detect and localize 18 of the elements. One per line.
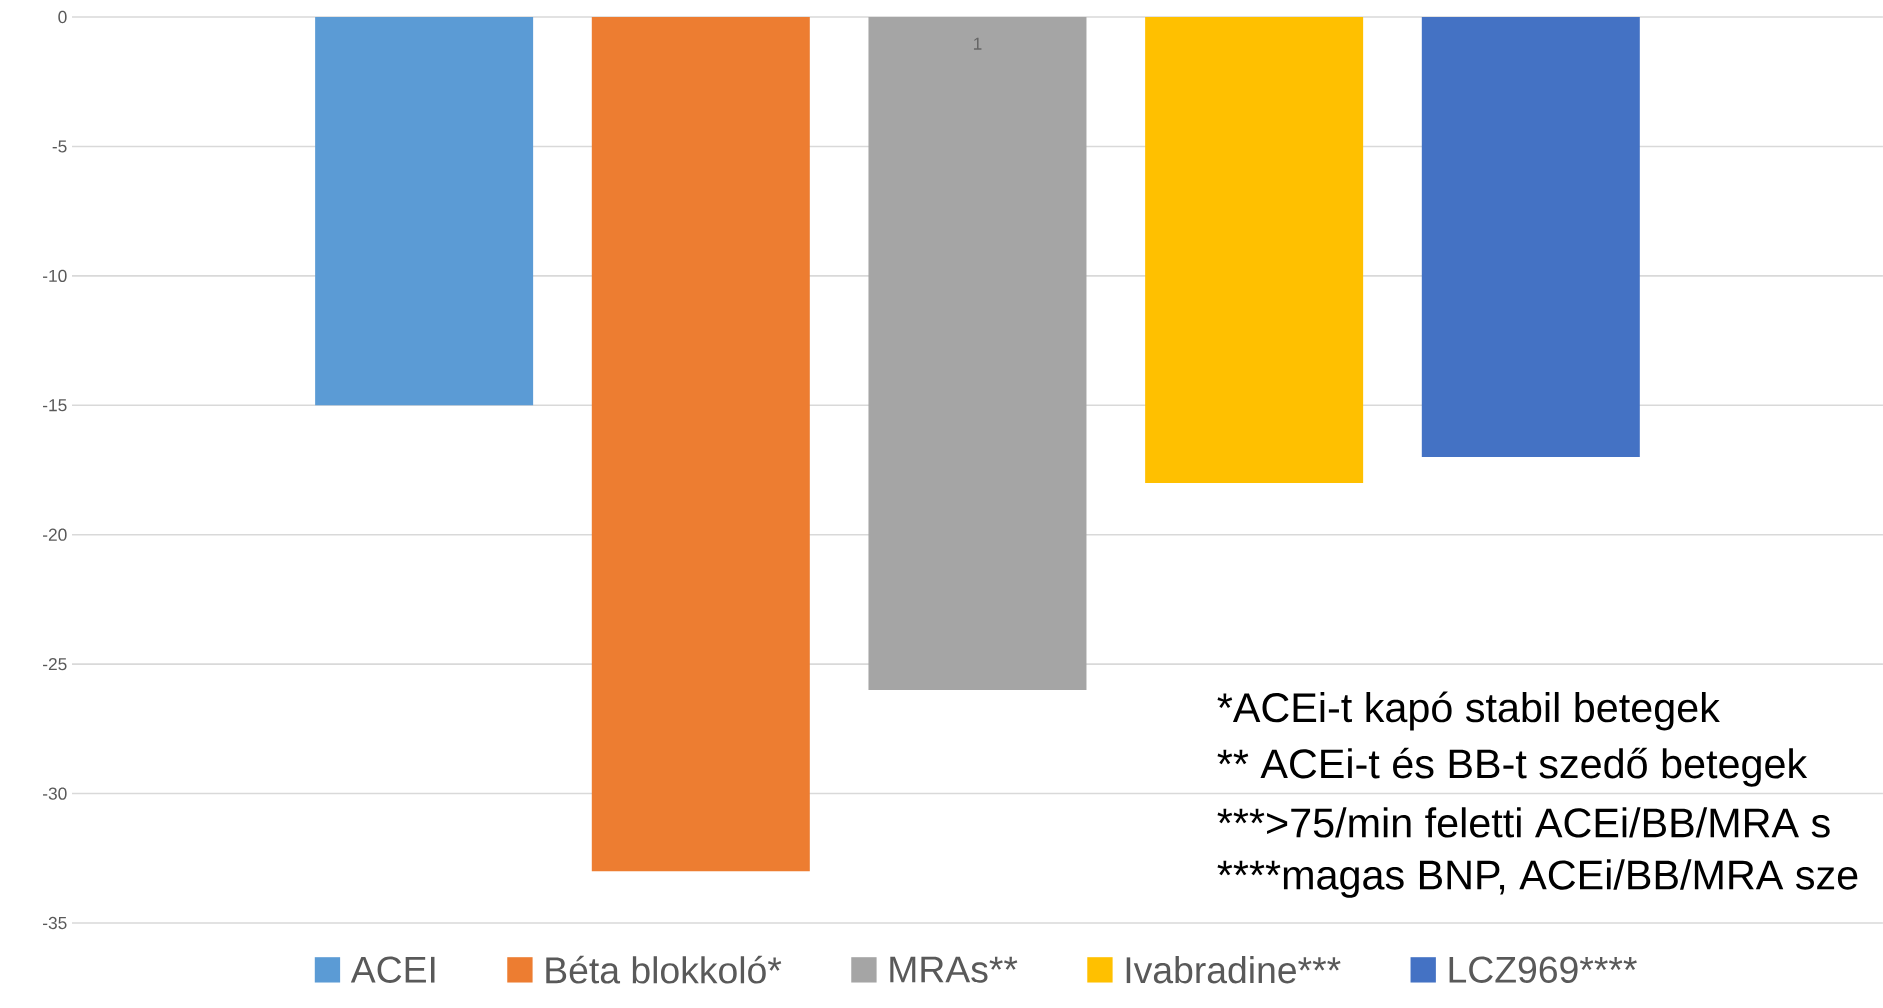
annotation: *ACEi-t kapó stabil betegek xyxy=(1217,691,1720,731)
y-tick-label: -25 xyxy=(43,658,67,671)
x-tick-label: 1 xyxy=(973,37,982,50)
legend-label: Ivabradine*** xyxy=(1126,956,1341,984)
annotation: ***>75/min feletti ACEi/BB/MRA s xyxy=(1217,807,1830,838)
y-tick-label: -5 xyxy=(52,140,67,153)
y-tick-label: -10 xyxy=(43,269,67,282)
legend-label: MRAs** xyxy=(890,956,1018,983)
annotation: ****magas BNP, ACEi/BB/MRA sze xyxy=(1217,859,1858,898)
legend-label: ACEI xyxy=(350,956,435,983)
y-tick-label: -30 xyxy=(43,787,67,800)
annotation: ** ACEi-t és BB-t szedő betegek xyxy=(1217,747,1808,787)
y-tick-label: -15 xyxy=(43,399,67,412)
legend-label: LCZ969**** xyxy=(1449,956,1637,983)
y-tick-label: -20 xyxy=(43,528,67,541)
y-tick-label: 0 xyxy=(58,10,67,24)
legend-label: Béta blokkoló* xyxy=(546,955,782,984)
y-tick-label: -35 xyxy=(43,916,67,930)
